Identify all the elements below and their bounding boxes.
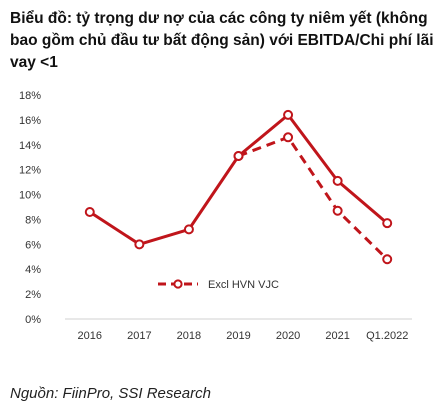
x-tick-label: Q1.2022 [366,330,408,342]
legend-marker [173,279,183,289]
y-tick-label: 16% [19,115,41,127]
chart-title: Biểu đồ: tỷ trọng dư nợ của các công ty … [10,10,434,71]
y-tick-label: 18% [19,90,41,102]
data-point-total [332,175,343,186]
y-tick-label: 4% [25,264,41,276]
series-line-excl-hvn-vjc [237,135,389,261]
legend: Excl HVN VJC [158,279,279,291]
data-point-total [283,109,294,120]
data-point-total [84,206,95,217]
data-point-excl-hvn-vjc [332,205,343,216]
x-tick-label: 2017 [127,330,151,342]
line-chart: 0%2%4%6%8%10%12%14%16%18% 2016 2017 2018 20… [19,90,412,342]
source-note: Nguồn: FiinPro, SSI Research [10,385,211,402]
y-tick-label: 0% [25,314,41,326]
y-tick-label: 12% [19,165,41,177]
y-tick-label: 6% [25,239,41,251]
x-tick-label: 2019 [226,330,250,342]
data-point-excl-hvn-vjc [382,254,393,265]
data-point-excl-hvn-vjc [283,132,294,143]
x-tick-label: 2018 [177,330,201,342]
series-line-total [88,113,389,246]
y-tick-label: 10% [19,190,41,202]
series-group [84,109,393,265]
y-tick-label: 8% [25,214,41,226]
y-tick-label: 2% [25,289,41,301]
data-point-total [134,239,145,250]
data-point-total [382,218,393,229]
data-point-excl-hvn-vjc [233,150,244,161]
y-tick-label: 14% [19,140,41,152]
data-point-total [183,224,194,235]
x-axis-ticks: 2016 2017 2018 2019 2020 2021 Q1.2022 [78,330,409,342]
x-tick-label: 2020 [276,330,300,342]
x-tick-label: 2016 [78,330,102,342]
y-axis-ticks: 0% 2% 4% 6% 8% 10% 12% 14% 16% 18% [19,90,41,326]
x-tick-label: 2021 [325,330,349,342]
legend-label: Excl HVN VJC [208,279,279,291]
